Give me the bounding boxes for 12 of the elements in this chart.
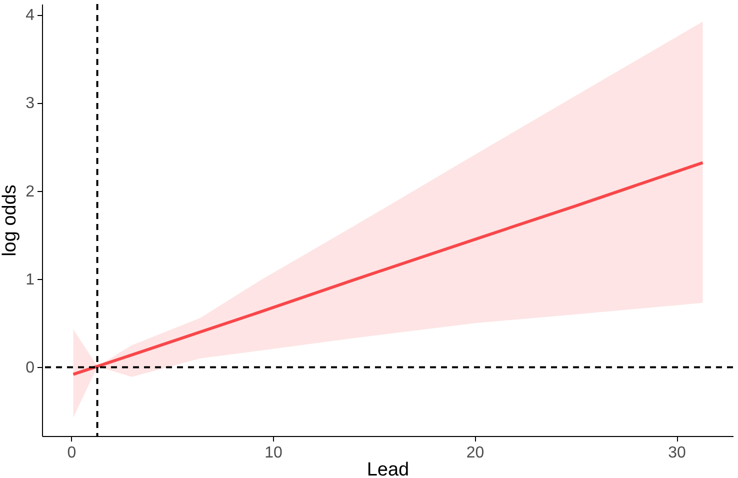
- x-tick-label: 30: [668, 444, 686, 462]
- y-tick-label: 4: [26, 7, 35, 24]
- x-tick-label: 10: [264, 444, 283, 462]
- x-axis-title: Lead: [366, 460, 410, 478]
- y-tick-label: 1: [26, 272, 35, 289]
- y-tick-label: 3: [26, 95, 35, 112]
- x-tick-label: 0: [67, 444, 76, 462]
- y-tick-label: 2: [26, 183, 35, 200]
- y-axis-title: log odds: [0, 184, 21, 256]
- x-tick-label: 20: [466, 444, 484, 462]
- line-series: [72, 161, 704, 376]
- y-tick-label: 0: [26, 360, 35, 377]
